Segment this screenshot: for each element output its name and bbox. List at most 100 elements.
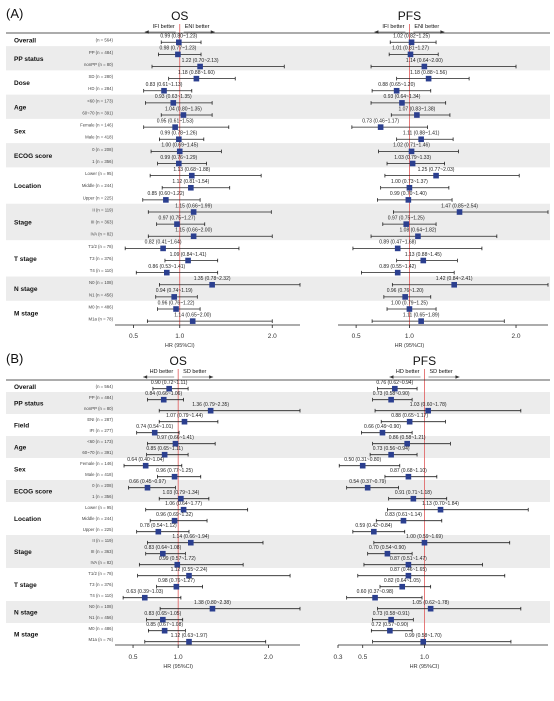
- hr-point-marker: [421, 63, 428, 70]
- hr-value-label: 1.06 (0.64~1.77): [165, 501, 202, 507]
- hr-value-label: 0.83 (0.65~1.05): [144, 611, 181, 617]
- row-label: T4 (n = 110): [90, 593, 114, 598]
- hr-point-marker: [188, 184, 194, 191]
- row-label: 1 (n = 356): [92, 494, 113, 499]
- hr-point-marker: [405, 197, 412, 203]
- hr-value-label: 0.97 (0.75~1.27): [159, 215, 196, 221]
- group-name: M stage: [14, 632, 39, 639]
- hr-value-label: 0.72 (0.57~0.90): [371, 622, 408, 628]
- hr-value-label: 0.93 (0.63~1.35): [155, 94, 192, 100]
- hr-value-label: 0.99 (0.70~1.40): [390, 191, 427, 197]
- hr-point-marker: [188, 539, 194, 546]
- hr-value-label: 0.73 (0.58~0.91): [373, 611, 410, 617]
- hr-value-label: 1.07 (0.83~1.38): [398, 106, 435, 112]
- hr-value-label: 1.03 (0.79~1.33): [394, 155, 431, 161]
- hr-value-label: 0.64 (0.40~1.04): [127, 457, 164, 463]
- hr-point-marker: [425, 75, 432, 82]
- hr-value-label: 1.22 (0.70~2.13): [182, 58, 219, 64]
- hr-point-marker: [406, 184, 413, 191]
- group-name: Stage: [14, 549, 32, 556]
- hr-point-marker: [405, 572, 412, 579]
- row-label: M1a (n = 76): [89, 637, 114, 642]
- left-hint-label: HD better: [396, 369, 420, 375]
- hr-value-label: 0.74 (0.54~1.01): [136, 424, 173, 430]
- group-name: Stage: [14, 219, 32, 226]
- row-label: III (n = 363): [91, 220, 114, 225]
- hr-value-label: 0.66 (0.49~0.90): [364, 424, 401, 430]
- hr-point-marker: [166, 385, 172, 392]
- group-band: [6, 480, 550, 502]
- hr-point-marker: [399, 583, 406, 590]
- x-tick-label: 0.3: [333, 654, 342, 661]
- hr-value-label: 0.97 (0.75~1.25): [388, 215, 425, 221]
- group-band: [6, 436, 550, 458]
- hr-point-marker: [173, 583, 180, 590]
- hr-value-label: 0.85 (0.65~1.11): [146, 446, 183, 452]
- row-label: II (n = 119): [92, 207, 113, 212]
- hr-value-label: 1.13 (0.68~1.88): [173, 167, 210, 173]
- hr-value-label: 0.89 (0.55~1.42): [379, 264, 416, 270]
- group-name: Age: [14, 445, 27, 452]
- group-name: Sex: [14, 467, 26, 474]
- row-label: IVA (n = 82): [91, 232, 114, 237]
- hr-value-label: 0.54 (0.37~0.79): [349, 479, 386, 485]
- hr-point-marker: [406, 306, 413, 312]
- hr-point-marker: [188, 172, 195, 179]
- hr-value-label: 1.00 (0.73~1.37): [391, 179, 428, 185]
- hr-point-marker: [392, 385, 398, 392]
- row-label: 0 (n = 208): [92, 483, 113, 488]
- hr-value-label: 0.93 (0.64~1.34): [384, 94, 421, 100]
- group-name: Sex: [14, 129, 26, 136]
- hr-point-marker: [408, 39, 415, 46]
- hr-value-label: 1.15 (0.66~2.00): [175, 228, 212, 234]
- row-label: nonPP (n = 80): [84, 62, 114, 67]
- row-label: T3 (n = 376): [89, 582, 113, 587]
- row-label: M0 (n = 486): [89, 304, 114, 309]
- hr-value-label: 0.85 (0.60~1.22): [147, 191, 184, 197]
- hr-value-label: 1.03 (0.79~1.34): [162, 490, 199, 496]
- group-band: [6, 276, 550, 301]
- hr-point-marker: [180, 506, 187, 513]
- hr-value-label: 0.99 (0.76~1.29): [160, 155, 197, 161]
- hr-value-label: 1.15 (0.66~1.99): [175, 203, 212, 209]
- hr-point-marker: [176, 39, 182, 46]
- hr-point-marker: [377, 124, 384, 130]
- row-label: III (n = 363): [91, 549, 114, 554]
- row-label: Lower (n = 95): [85, 505, 113, 510]
- group-name: PP status: [14, 401, 44, 408]
- row-label: 60~70 (n = 391): [82, 110, 113, 115]
- hr-point-marker: [172, 440, 179, 447]
- hr-value-label: 0.70 (0.54~0.90): [369, 545, 406, 551]
- left-hint-label: IFI better: [382, 24, 404, 30]
- x-axis-title: HR (95%CI): [165, 343, 195, 349]
- row-label: <60 (n = 173): [87, 439, 113, 444]
- row-label: T1/2 (n = 78): [88, 571, 113, 576]
- hr-value-label: 1.11 (0.88~1.41): [403, 131, 440, 137]
- row-label: Male (n = 418): [85, 472, 113, 477]
- group-band: [6, 535, 550, 568]
- row-label: N1 (n = 456): [89, 615, 114, 620]
- group-name: T stage: [14, 582, 37, 589]
- row-label: HD (n = 284): [88, 86, 113, 91]
- hr-value-label: 1.25 (0.77~2.03): [418, 167, 455, 173]
- hr-value-label: 1.02 (0.71~1.46): [393, 143, 430, 149]
- hr-value-label: 1.00 (0.79~1.25): [391, 300, 428, 306]
- hr-point-marker: [176, 160, 182, 167]
- hr-value-label: 0.88 (0.65~1.20): [378, 82, 415, 88]
- hr-point-marker: [160, 550, 166, 557]
- hr-value-label: 0.73 (0.58~0.90): [373, 391, 410, 397]
- hr-point-marker: [420, 257, 427, 264]
- hr-value-label: 0.96 (0.69~1.32): [156, 512, 193, 518]
- hr-value-label: 1.36 (0.79~2.35): [192, 402, 229, 408]
- hr-point-marker: [160, 396, 167, 403]
- row-label: (n = 564): [96, 38, 114, 43]
- hr-point-marker: [414, 112, 420, 118]
- group-name: Overall: [14, 38, 36, 45]
- hr-value-label: 0.87 (0.51~1.47): [390, 556, 427, 562]
- hr-value-label: 0.73 (0.46~1.17): [362, 118, 399, 124]
- hr-value-label: 1.12 (0.55~2.24): [171, 567, 208, 573]
- subplot-title: PFS: [413, 354, 436, 368]
- hr-point-marker: [384, 550, 391, 557]
- hr-point-marker: [190, 233, 197, 240]
- hr-value-label: 1.38 (0.80~2.38): [194, 600, 231, 606]
